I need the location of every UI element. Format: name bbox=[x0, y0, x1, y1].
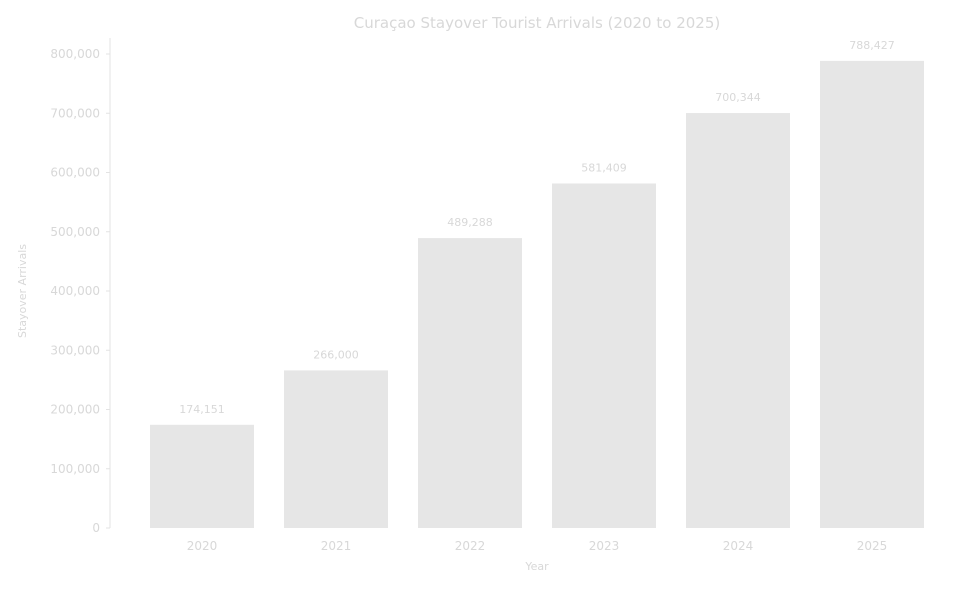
data-label: 489,288 bbox=[447, 216, 493, 229]
bar-2024 bbox=[686, 113, 790, 529]
x-tick-label: 2025 bbox=[857, 539, 888, 553]
x-axis-label: Year bbox=[524, 560, 549, 573]
data-label: 174,151 bbox=[179, 403, 225, 416]
data-labels: 174,151 266,000 489,288 581,409 700,344 788,4… bbox=[179, 39, 895, 416]
x-tick-label: 2022 bbox=[455, 539, 486, 553]
y-tick-label: 400,000 bbox=[50, 284, 100, 298]
y-tick-label: 700,000 bbox=[50, 106, 100, 120]
y-tick-label: 0 bbox=[92, 521, 100, 535]
x-tick-label: 2020 bbox=[187, 539, 218, 553]
y-axis-label: Stayover Arrivals bbox=[16, 244, 29, 338]
bar-2022 bbox=[418, 238, 522, 528]
y-tick-label: 800,000 bbox=[50, 47, 100, 61]
data-label: 266,000 bbox=[313, 348, 359, 361]
bar-2020 bbox=[150, 424, 254, 528]
y-tick-label: 500,000 bbox=[50, 225, 100, 239]
chart-title: Curaçao Stayover Tourist Arrivals (2020 … bbox=[354, 14, 720, 32]
data-label: 788,427 bbox=[849, 39, 895, 52]
y-tick-label: 600,000 bbox=[50, 166, 100, 180]
y-axis: 0 100,000 200,000 300,000 400,000 500,000 600,… bbox=[50, 38, 111, 535]
bar-2021 bbox=[284, 370, 388, 528]
data-label: 581,409 bbox=[581, 162, 627, 175]
y-tick-label: 100,000 bbox=[50, 462, 100, 476]
x-tick-label: 2021 bbox=[321, 539, 352, 553]
x-tick-label: 2024 bbox=[723, 539, 754, 553]
bar-2023 bbox=[552, 183, 656, 528]
y-tick-label: 300,000 bbox=[50, 343, 100, 357]
y-tick-label: 200,000 bbox=[50, 403, 100, 417]
data-label: 700,344 bbox=[715, 91, 761, 104]
x-tick-label: 2023 bbox=[589, 539, 620, 553]
bar-2025 bbox=[820, 60, 924, 529]
x-axis: 2020 2021 2022 2023 2024 2025 bbox=[187, 539, 888, 553]
bars bbox=[150, 60, 924, 529]
